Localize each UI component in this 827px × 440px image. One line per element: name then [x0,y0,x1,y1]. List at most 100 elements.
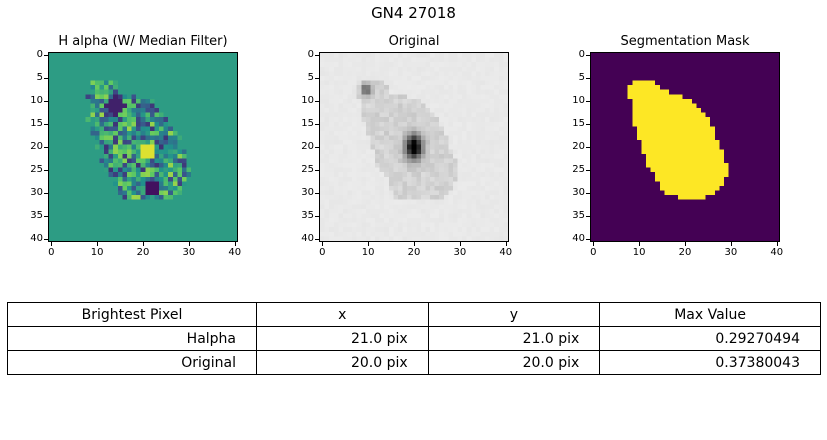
x-tick-label: 40 [499,247,513,258]
y-tick-label: 25 [572,163,585,175]
y-tick-mark [586,192,590,194]
table-header: x [256,302,429,327]
x-tick-label: 20 [407,247,421,258]
x-tick-label: 10 [90,247,104,258]
x-tick-label: 20 [136,247,150,258]
y-tick-mark [44,238,48,240]
y-tick-label: 5 [578,72,585,84]
y-tick-label: 40 [301,232,314,244]
y-tick-mark [586,55,590,57]
table-header: y [427,302,601,327]
y-tick-label: 15 [301,118,314,130]
y-tick-mark [44,101,48,103]
x-tick-mark [143,242,144,246]
x-tick-label: 30 [453,247,467,258]
y-tick-label: 5 [36,72,43,84]
y-tick-mark [315,147,319,148]
y-tick-label: 25 [30,163,43,175]
table-cell: 21.0 pix [256,326,429,351]
y-tick-mark [315,78,319,80]
table-header: Max Value [599,302,821,327]
x-tick-mark [639,242,641,246]
y-tick-label: 35 [301,209,314,221]
x-tick-mark [51,242,53,246]
x-tick-label: 0 [590,247,597,258]
y-tick-label: 15 [30,118,43,130]
x-tick-label: 10 [361,247,375,258]
x-tick-label: 40 [770,247,784,258]
x-tick-mark [97,242,99,246]
halpha-image [48,52,238,242]
y-tick-mark [315,215,319,217]
y-tick-label: 10 [30,95,43,107]
table-cell: 20.0 pix [256,350,429,375]
y-tick-mark [44,124,48,126]
y-tick-mark [44,55,48,57]
original-heatmap [320,53,508,241]
x-tick-label: 0 [48,247,55,258]
table-row: Original 20.0 pix 20.0 pix 0.37380043 [6,350,821,375]
x-tick-mark [730,242,732,246]
y-tick-label: 30 [30,186,43,198]
y-tick-mark [586,238,590,240]
y-tick-mark [44,169,48,171]
y-tick-mark [586,147,590,148]
y-tick-mark [315,169,319,171]
y-tick-mark [44,147,48,148]
y-tick-label: 20 [301,141,314,152]
x-tick-mark [414,242,415,246]
y-tick-label: 25 [301,163,314,175]
x-tick-mark [685,242,686,246]
x-tick-mark [368,242,370,246]
table-cell: 21.0 pix [427,326,601,351]
segmentation-mask-heatmap [591,53,779,241]
x-tick-mark [234,242,236,246]
y-tick-label: 15 [572,118,585,130]
halpha-heatmap [49,53,237,241]
y-tick-label: 0 [307,49,314,61]
x-tick-mark [776,242,778,246]
x-tick-mark [322,242,324,246]
y-tick-label: 0 [36,49,43,61]
y-tick-mark [586,78,590,80]
x-tick-mark [459,242,461,246]
x-tick-label: 0 [319,247,326,258]
mask-panel-title: Segmentation Mask [620,34,750,49]
table-cell: Original [6,350,258,375]
y-tick-mark [315,192,319,194]
segmentation-mask-image [590,52,780,242]
y-tick-label: 30 [301,186,314,198]
table-cell: 20.0 pix [427,350,601,375]
y-tick-label: 5 [307,72,314,84]
y-tick-mark [315,55,319,57]
y-tick-label: 20 [572,141,585,152]
y-tick-mark [586,124,590,126]
y-tick-mark [315,238,319,240]
halpha-panel-title: H alpha (W/ Median Filter) [58,34,228,49]
y-tick-mark [586,169,590,171]
x-tick-label: 20 [678,247,692,258]
original-panel-title: Original [388,34,440,49]
table-row: Halpha 21.0 pix 21.0 pix 0.29270494 [6,326,821,351]
table-cell: 0.29270494 [599,326,821,351]
y-tick-mark [44,192,48,194]
x-tick-label: 40 [228,247,242,258]
y-tick-label: 10 [572,95,585,107]
x-tick-mark [188,242,190,246]
y-tick-mark [315,101,319,103]
x-tick-label: 10 [632,247,646,258]
y-tick-mark [586,101,590,103]
y-tick-mark [44,215,48,217]
y-tick-label: 30 [572,186,585,198]
x-tick-mark [593,242,595,246]
table-header-row: Brightest Pixel x y Max Value [6,302,821,327]
y-tick-label: 20 [30,141,43,152]
x-tick-label: 30 [182,247,196,258]
y-tick-mark [44,78,48,80]
y-tick-label: 35 [572,209,585,221]
x-tick-mark [505,242,507,246]
table-header: Brightest Pixel [6,302,258,327]
y-tick-label: 40 [30,232,43,244]
y-tick-mark [586,215,590,217]
table-cell: Halpha [6,326,258,351]
